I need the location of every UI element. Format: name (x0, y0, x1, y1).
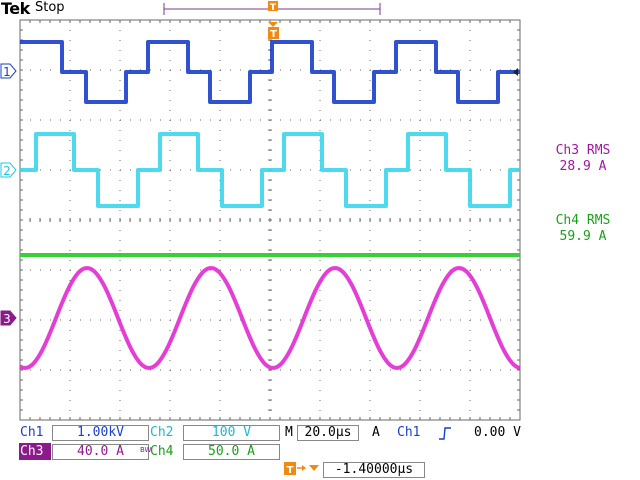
ch4-scale[interactable]: 50.0 A (183, 444, 280, 460)
trigger-position-icon: T T (268, 1, 279, 40)
svg-text:2: 2 (3, 164, 11, 178)
ch2-trace (20, 132, 520, 208)
trigger-mode: A (372, 425, 380, 440)
ch1-label: Ch1 (20, 425, 44, 440)
ch3-rms-measurement: Ch3 RMS 28.9 A (528, 143, 638, 175)
trigger-level[interactable]: 0.00 V (474, 425, 521, 440)
ch4-rms-measurement: Ch4 RMS 59.9 A (528, 213, 638, 245)
traces (19, 40, 521, 370)
trigger-position-value[interactable]: -1.40000µs (323, 462, 425, 478)
ch1-marker[interactable]: 1 (0, 63, 17, 79)
rising-edge-icon (439, 427, 451, 440)
svg-text:T: T (287, 465, 294, 476)
ch3-label-bg (19, 443, 51, 460)
trigger-source: Ch1 (397, 425, 421, 440)
ch3-marker[interactable]: 3 (0, 310, 17, 326)
ch2-scale[interactable]: 100 V (183, 425, 280, 441)
ch3-rms-value: 28.9 A (559, 159, 607, 174)
bandwidth-limit-mark: BW (140, 446, 152, 454)
ch4-rms-value: 59.9 A (559, 229, 607, 244)
timebase-prefix: M (285, 425, 293, 440)
ch4-label: Ch4 (150, 444, 174, 459)
timebase-value[interactable]: 20.0µs (297, 425, 359, 441)
svg-text:T: T (270, 3, 277, 13)
graticule (19, 19, 521, 421)
trigger-offset-icon: T (284, 462, 319, 476)
ch1-trace (20, 40, 520, 104)
ch3-trace (19, 266, 521, 370)
ch2-marker[interactable]: 2 (0, 162, 17, 178)
brand-logo: Tek (1, 0, 30, 18)
trigger-level-icon (513, 68, 518, 76)
svg-text:T: T (270, 29, 277, 40)
run-state: Stop (35, 0, 65, 15)
ch4-rms-name: Ch4 RMS (555, 213, 611, 228)
ch1-scale[interactable]: 1.00kV (52, 425, 149, 441)
ch2-label: Ch2 (150, 425, 174, 440)
ch3-label: Ch3 (20, 444, 44, 459)
svg-text:3: 3 (3, 312, 11, 326)
svg-text:1: 1 (3, 65, 11, 79)
ch3-scale[interactable]: 40.0 A (52, 444, 149, 460)
ch3-rms-name: Ch3 RMS (555, 143, 611, 158)
